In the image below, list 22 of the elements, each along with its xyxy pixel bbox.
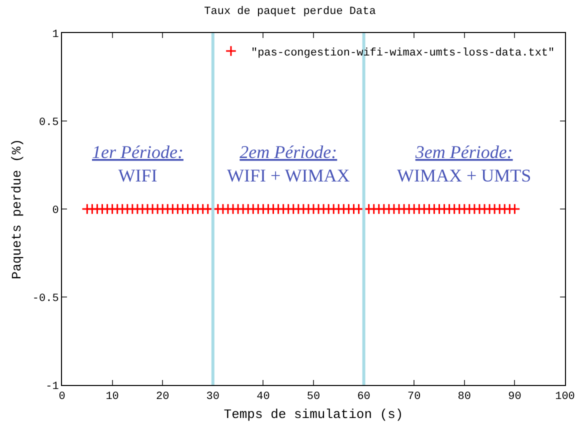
x-axis-title: Temps de simulation (s) <box>224 406 404 422</box>
x-tick-label: 80 <box>458 391 471 404</box>
x-tick-label: 40 <box>256 391 270 404</box>
x-tick-label: 70 <box>408 391 421 404</box>
x-tick-label: 90 <box>508 391 522 404</box>
x-tick-label: 50 <box>306 391 320 404</box>
y-tick-label: -1 <box>46 380 60 393</box>
x-tick-label: 10 <box>106 391 119 404</box>
x-tick-label: 30 <box>206 391 220 404</box>
x-tick-label: 100 <box>555 391 575 404</box>
y-tick-label: 0 <box>52 204 59 217</box>
x-tick-label: 60 <box>357 391 370 404</box>
y-tick-label: -0.5 <box>32 292 59 305</box>
y-tick-label: 0.5 <box>38 116 59 129</box>
y-axis-title: Paquets perdue (%) <box>9 138 24 280</box>
y-tick-label: 1 <box>52 28 60 41</box>
annotation: 2em Période: WIFI + WIMAX <box>227 142 350 186</box>
legend-label: "pas-congestion-wifi-wimax-umts-loss-data.txt" <box>250 47 555 60</box>
chart-title: Taux de paquet perdue Data <box>204 6 376 18</box>
x-tick-label: 20 <box>156 391 170 404</box>
annotation: 3em Période: WIMAX + UMTS <box>397 142 532 186</box>
annotation: 1er Période: WIFI <box>92 142 184 186</box>
